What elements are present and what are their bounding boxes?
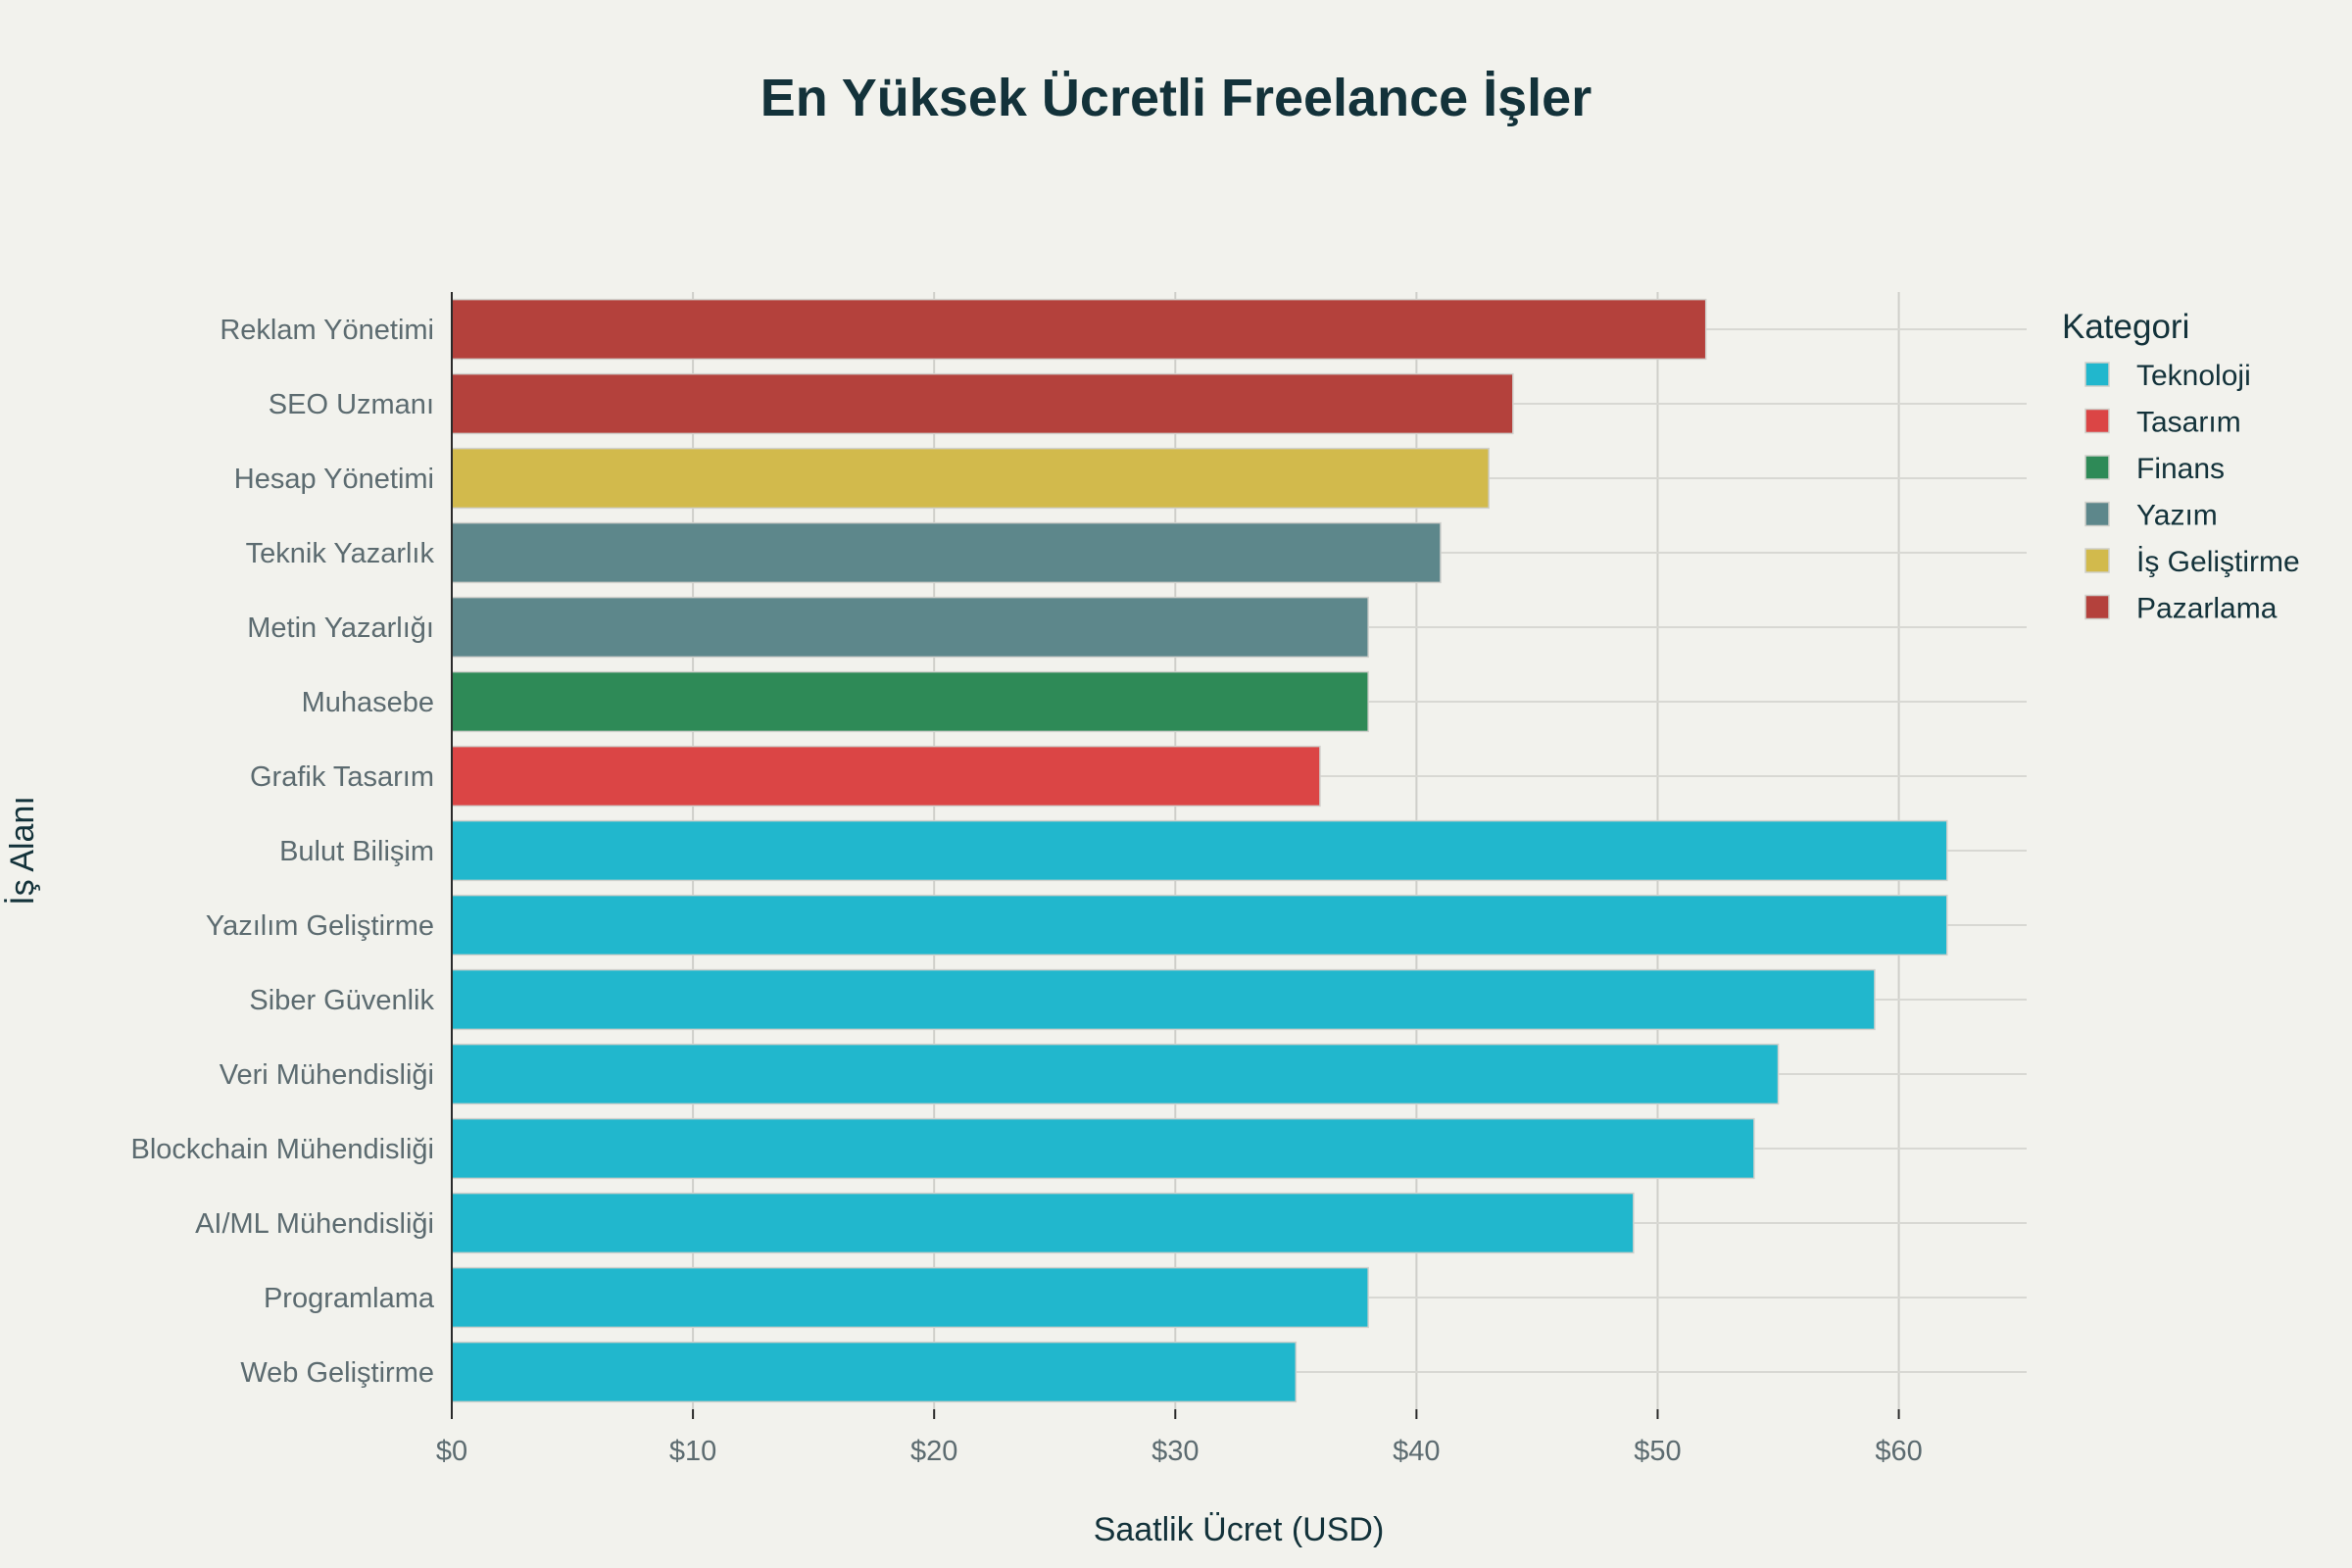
bar: [451, 298, 1707, 361]
y-tick-label: SEO Uzmanı: [269, 389, 434, 420]
x-tick-label: $0: [436, 1436, 467, 1467]
legend-item-label[interactable]: İş Geliştirme: [2136, 546, 2300, 578]
y-tick-label: Reklam Yönetimi: [220, 315, 434, 346]
bar: [451, 447, 1490, 510]
legend: Kategori Teknoloji Tasarım Finans Yazım İş G…: [2062, 308, 2300, 625]
x-tick-label: $60: [1875, 1436, 1922, 1467]
legend-item-label[interactable]: Yazım: [2136, 500, 2218, 532]
y-tick-label: Teknik Yazarlık: [246, 538, 435, 569]
legend-item-label[interactable]: Tasarım: [2136, 407, 2241, 439]
y-tick-label: Metin Yazarlığı: [247, 612, 434, 644]
legend-swatch: [2084, 455, 2110, 480]
y-tick-label: Programlama: [264, 1283, 435, 1314]
y-tick-label: Veri Mühendisliği: [220, 1059, 434, 1091]
bar: [451, 372, 1514, 435]
y-tick-label: AI/ML Mühendisliği: [195, 1208, 434, 1240]
legend-swatch: [2084, 594, 2110, 620]
y-tick-label: Bulut Bilişim: [279, 836, 434, 867]
x-axis-title: Saatlik Ücret (USD): [1094, 1511, 1385, 1548]
y-tick-label: Grafik Tasarım: [250, 761, 434, 793]
bar: [451, 819, 1948, 882]
x-tick-label: $20: [910, 1436, 957, 1467]
legend-swatch: [2084, 548, 2110, 573]
y-tick-label: Yazılım Geliştirme: [206, 910, 434, 942]
y-axis-title: İş Alanı: [4, 796, 41, 906]
bar: [451, 1192, 1635, 1254]
y-tick-label: Siber Güvenlik: [249, 985, 434, 1016]
legend-item-label[interactable]: Pazarlama: [2136, 593, 2278, 625]
chart-title: En Yüksek Ücretli Freelance İşler: [760, 69, 1592, 127]
x-tick-label: $40: [1393, 1436, 1440, 1467]
legend-swatch: [2084, 501, 2110, 527]
legend-item-label[interactable]: Finans: [2136, 453, 2225, 485]
bars: [451, 298, 1948, 1403]
y-tick-label: Hesap Yönetimi: [234, 464, 434, 495]
bar: [451, 596, 1369, 659]
x-tick-label: $10: [669, 1436, 716, 1467]
legend-item-label[interactable]: Teknoloji: [2136, 360, 2251, 392]
legend-swatch: [2084, 362, 2110, 387]
y-tick-label: Web Geliştirme: [240, 1357, 434, 1389]
legend-title: Kategori: [2062, 308, 2189, 346]
bar: [451, 968, 1876, 1031]
x-tick-label: $30: [1152, 1436, 1199, 1467]
bar: [451, 670, 1369, 733]
y-tick-labels: Reklam Yönetimi SEO Uzmanı Hesap Yönetimi T…: [131, 315, 435, 1389]
bar: [451, 1117, 1755, 1180]
bar: [451, 1341, 1298, 1403]
bar: [451, 745, 1321, 808]
y-tick-label: Blockchain Mühendisliği: [131, 1134, 435, 1165]
x-tick-label: $50: [1634, 1436, 1681, 1467]
y-tick-label: Muhasebe: [302, 687, 434, 718]
legend-swatch: [2084, 408, 2110, 434]
bar: [451, 1043, 1780, 1105]
bar: [451, 521, 1442, 584]
bar: [451, 894, 1948, 956]
bar: [451, 1266, 1369, 1329]
x-tick-labels: $0 $10 $20 $30 $40 $50 $60: [436, 1409, 1923, 1467]
